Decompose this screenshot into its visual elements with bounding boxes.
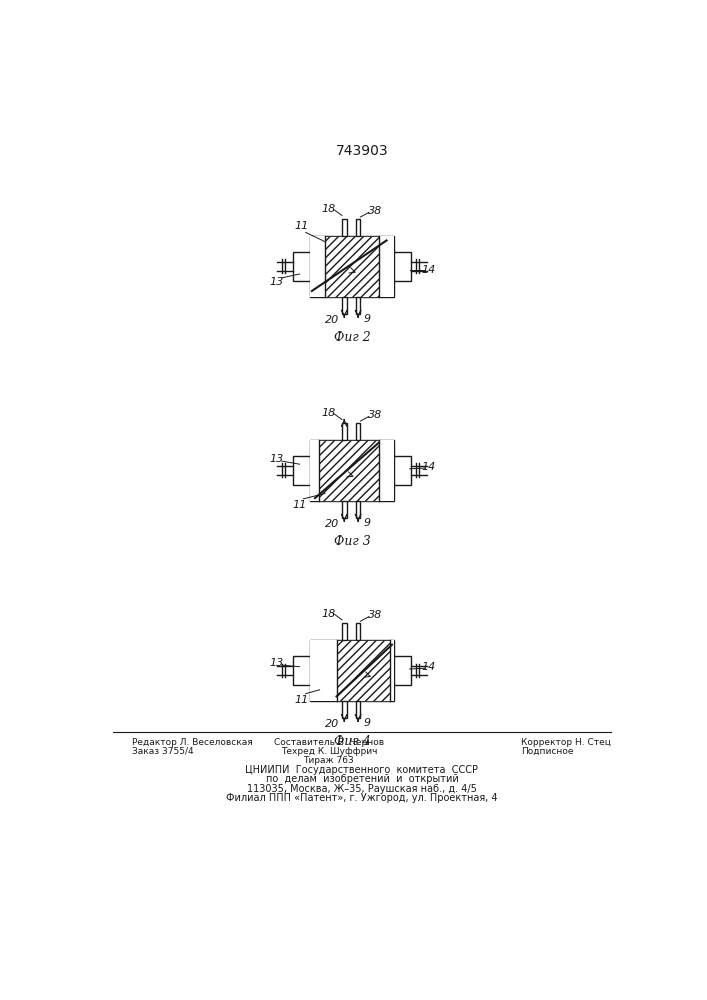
Bar: [356, 623, 361, 640]
Bar: [342, 623, 346, 640]
Bar: [293, 656, 310, 685]
Bar: [342, 219, 346, 235]
Text: Заказ 3755/4: Заказ 3755/4: [132, 747, 194, 756]
Bar: [379, 235, 395, 297]
Text: 11: 11: [295, 221, 309, 231]
Bar: [319, 440, 379, 501]
Bar: [293, 456, 310, 485]
Bar: [310, 640, 395, 701]
Bar: [342, 423, 346, 440]
Bar: [356, 423, 361, 440]
Text: 18: 18: [322, 408, 336, 418]
Bar: [310, 235, 395, 297]
Text: 14: 14: [422, 662, 436, 672]
Text: 13: 13: [269, 658, 284, 668]
Text: Фиг 2: Фиг 2: [334, 331, 370, 344]
Text: 13: 13: [269, 277, 284, 287]
Bar: [395, 656, 411, 685]
Text: 38: 38: [368, 410, 382, 420]
Bar: [395, 456, 411, 485]
Text: 38: 38: [368, 206, 382, 216]
Text: Тираж 763: Тираж 763: [303, 756, 354, 765]
Text: 38: 38: [368, 610, 382, 620]
Bar: [310, 640, 337, 701]
Text: Филиал ППП «Патент», г. Ужгород, ул. Проектная, 4: Филиал ППП «Патент», г. Ужгород, ул. Про…: [226, 793, 498, 803]
Bar: [310, 440, 395, 501]
Text: 9: 9: [364, 518, 371, 528]
Text: Корректор Н. Стец: Корректор Н. Стец: [521, 738, 612, 747]
Text: 9: 9: [364, 718, 371, 728]
Bar: [379, 440, 395, 501]
Text: Техред К. Шуффрич: Техред К. Шуффрич: [281, 747, 377, 756]
Text: 18: 18: [322, 204, 336, 214]
Text: 11: 11: [293, 500, 307, 510]
Text: 14: 14: [422, 462, 436, 472]
Bar: [342, 297, 346, 314]
Text: Редактор Л. Веселовская: Редактор Л. Веселовская: [132, 738, 253, 747]
Text: 11: 11: [295, 695, 309, 705]
Text: по  делам  изобретений  и  открытий: по делам изобретений и открытий: [266, 774, 458, 784]
Text: 20: 20: [325, 719, 339, 729]
Bar: [395, 252, 411, 281]
Bar: [356, 701, 361, 718]
Bar: [390, 640, 395, 701]
Text: 14: 14: [422, 265, 436, 275]
Text: 20: 20: [325, 315, 339, 325]
Bar: [356, 501, 361, 518]
Text: 18: 18: [322, 609, 336, 619]
Bar: [356, 297, 361, 314]
Bar: [310, 235, 325, 297]
Text: ЦНИИПИ  Государственного  комитета  СССР: ЦНИИПИ Государственного комитета СССР: [245, 765, 479, 775]
Bar: [293, 252, 310, 281]
Bar: [356, 219, 361, 235]
Text: 20: 20: [325, 519, 339, 529]
Bar: [342, 701, 346, 718]
Text: Подписное: Подписное: [521, 747, 574, 756]
Bar: [310, 440, 319, 501]
Text: Фиг 4: Фиг 4: [334, 735, 370, 748]
Text: 113035, Москва, Ж–35, Раушская наб., д. 4/5: 113035, Москва, Ж–35, Раушская наб., д. …: [247, 784, 477, 794]
Text: 13: 13: [269, 454, 284, 464]
Text: Фиг 3: Фиг 3: [334, 535, 370, 548]
Text: Составитель В. Чернов: Составитель В. Чернов: [274, 738, 384, 747]
Bar: [337, 640, 390, 701]
Text: 9: 9: [364, 314, 371, 324]
Bar: [325, 235, 379, 297]
Bar: [342, 501, 346, 518]
Text: 743903: 743903: [336, 144, 388, 158]
